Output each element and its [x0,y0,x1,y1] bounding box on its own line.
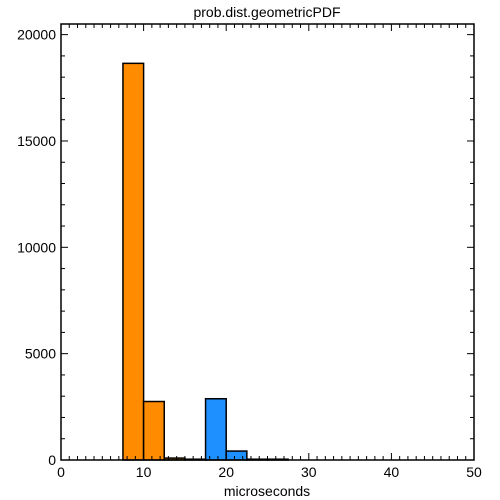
x-axis-label: microseconds [224,483,310,499]
x-tick-label: 20 [218,464,234,480]
histogram-bar [142,400,166,461]
y-tick-label: 20000 [17,27,56,43]
x-tick-label: 50 [466,464,482,480]
x-tick-label: 40 [384,464,400,480]
x-tick-label: 30 [301,464,317,480]
x-tick-label: 10 [136,464,152,480]
y-tick-label: 5000 [25,346,56,362]
bars-group [122,62,289,461]
chart-title: prob.dist.geometricPDF [193,4,340,20]
y-tick-label: 10000 [17,239,56,255]
y-tick-label: 0 [48,452,56,468]
x-tick-label: 0 [57,464,65,480]
histogram-bar [204,397,227,461]
ticks-group: 0 10 20 30 40 50 0 5000 10000 15000 20000 [17,24,482,480]
histogram-bar [122,62,145,461]
plot-frame [60,23,475,461]
histogram-bar [225,450,248,461]
y-tick-label: 15000 [17,133,56,149]
